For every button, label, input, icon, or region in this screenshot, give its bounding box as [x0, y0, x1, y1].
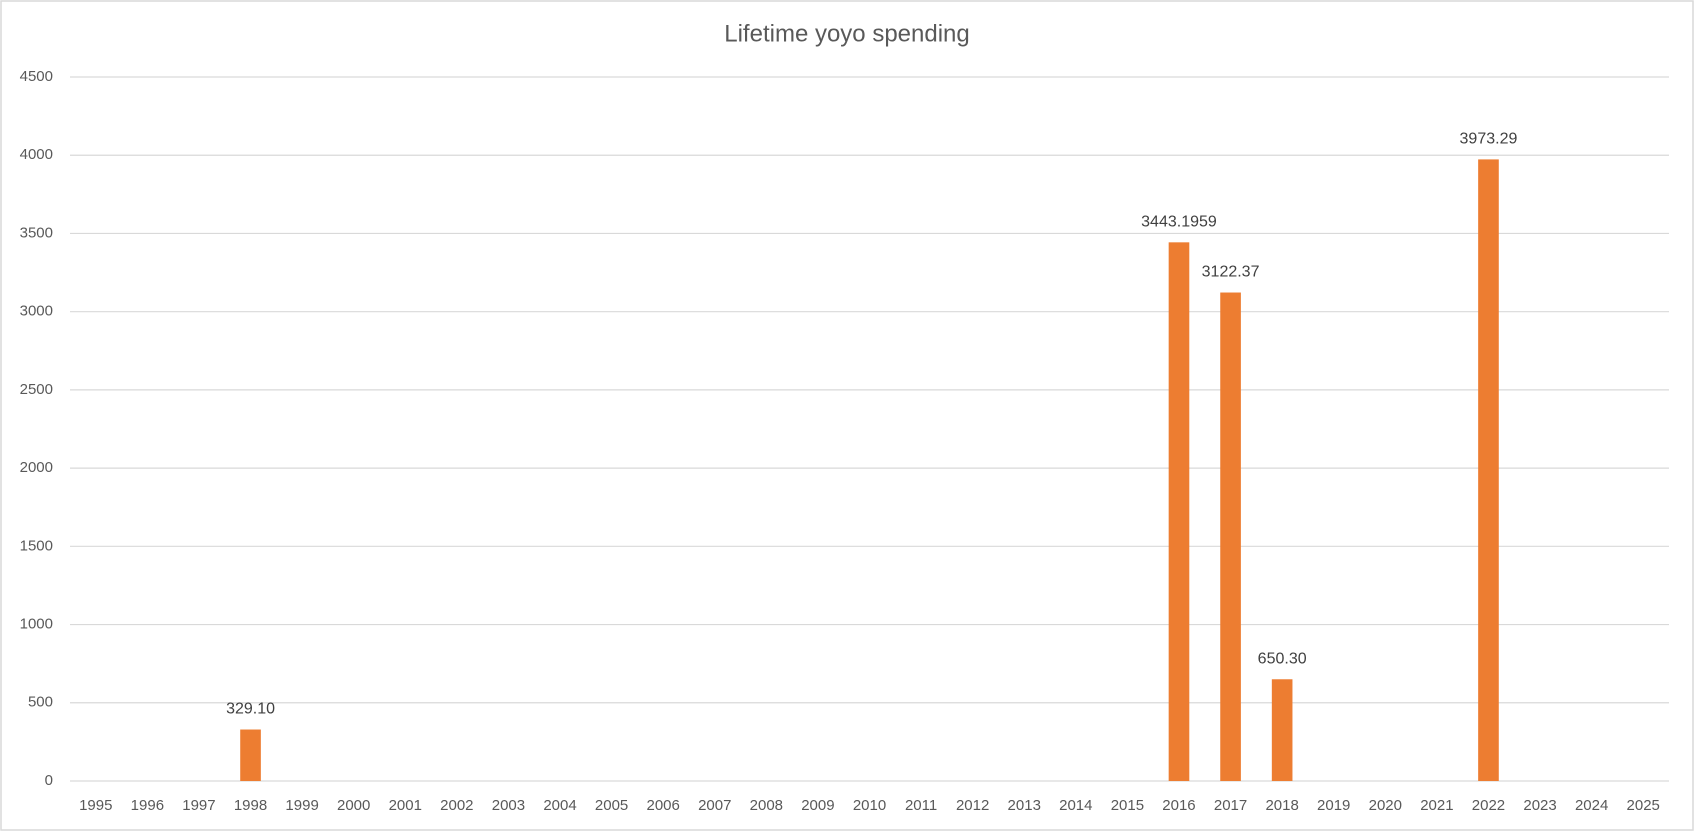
- x-tick-label: 2009: [801, 797, 834, 814]
- x-tick-label: 2021: [1420, 797, 1453, 814]
- bar: [240, 729, 261, 781]
- x-tick-label: 2016: [1162, 797, 1195, 814]
- x-tick-label: 2012: [956, 797, 989, 814]
- x-tick-label: 2013: [1008, 797, 1041, 814]
- y-tick-label: 1500: [20, 537, 53, 554]
- x-tick-label: 2004: [543, 797, 576, 814]
- x-tick-label: 2022: [1472, 797, 1505, 814]
- bar: [1220, 292, 1241, 781]
- x-tick-label: 2018: [1265, 797, 1298, 814]
- value-label: 3122.37: [1202, 264, 1260, 281]
- value-label: 3443.1959: [1141, 214, 1217, 231]
- y-tick-label: 2500: [20, 381, 53, 398]
- x-tick-label: 2003: [492, 797, 525, 814]
- x-tick-label: 2024: [1575, 797, 1608, 814]
- x-tick-label: 2023: [1523, 797, 1556, 814]
- x-tick-label: 2011: [905, 797, 937, 814]
- x-tick-label: 2014: [1059, 797, 1092, 814]
- value-label: 650.30: [1258, 650, 1307, 667]
- x-tick-label: 1996: [131, 797, 164, 814]
- chart-title: Lifetime yoyo spending: [724, 20, 969, 47]
- x-tick-label: 1999: [285, 797, 318, 814]
- y-tick-label: 2000: [20, 459, 53, 476]
- x-tick-label: 2002: [440, 797, 473, 814]
- x-tick-label: 2007: [698, 797, 731, 814]
- value-label: 3973.29: [1460, 131, 1518, 148]
- bar: [1271, 679, 1293, 781]
- x-tick-label: 2010: [853, 797, 886, 814]
- bar: [1478, 159, 1499, 781]
- x-tick-label: 1997: [182, 797, 215, 814]
- y-tick-label: 3000: [20, 303, 53, 320]
- value-label: 329.10: [226, 701, 275, 718]
- y-tick-label: 500: [28, 694, 53, 711]
- x-tick-label: 2025: [1627, 797, 1660, 814]
- y-tick-label: 4000: [20, 146, 53, 163]
- x-tick-label: 2006: [646, 797, 679, 814]
- x-tick-label: 1998: [234, 797, 267, 814]
- x-tick-label: 2008: [750, 797, 783, 814]
- x-tick-label: 2005: [595, 797, 628, 814]
- x-tick-label: 2019: [1317, 797, 1350, 814]
- bar: [1168, 242, 1190, 782]
- x-tick-label: 2001: [389, 797, 422, 814]
- y-tick-label: 4500: [20, 68, 53, 85]
- x-tick-label: 2015: [1111, 797, 1144, 814]
- x-tick-label: 1995: [79, 797, 112, 814]
- y-tick-label: 3500: [20, 224, 53, 241]
- x-tick-label: 2017: [1214, 797, 1247, 814]
- y-tick-label: 0: [45, 772, 53, 789]
- x-tick-label: 2020: [1369, 797, 1402, 814]
- y-tick-label: 1000: [20, 616, 53, 633]
- x-tick-label: 2000: [337, 797, 370, 814]
